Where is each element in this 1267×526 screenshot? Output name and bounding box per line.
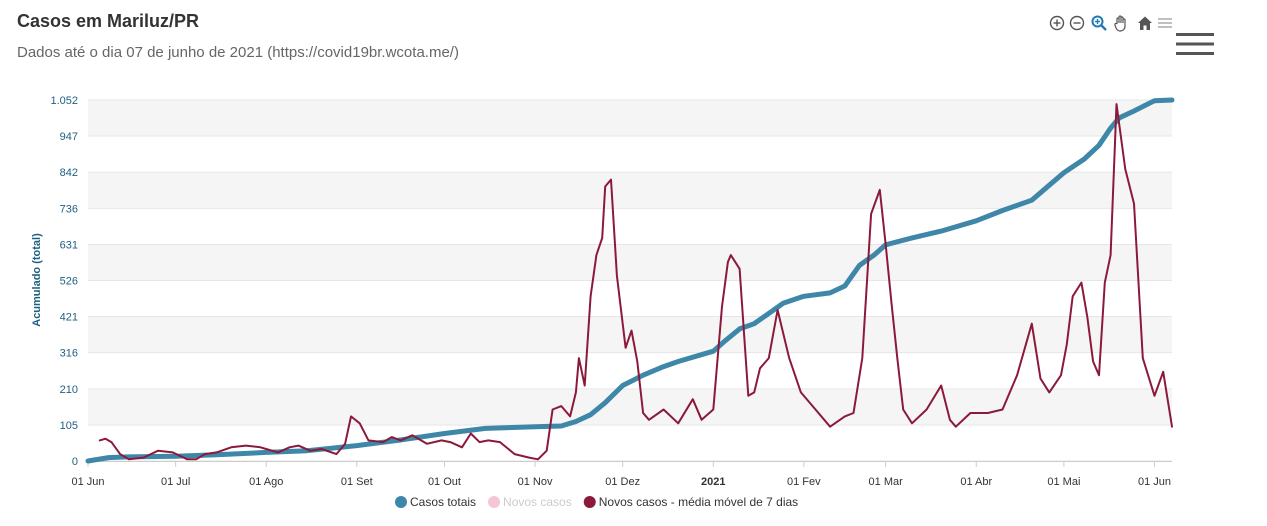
- legend: Casos totais Novos casos Novos casos - méd…: [395, 495, 798, 509]
- y-tick-label: 736: [60, 203, 78, 215]
- legend-item-casos-totais[interactable]: Casos totais: [395, 495, 476, 509]
- zoom-out-icon[interactable]: [1068, 14, 1086, 32]
- plot-band: [88, 388, 1172, 425]
- y-tick-label: 526: [60, 276, 78, 288]
- chart-title: Casos em Mariluz/PR: [17, 11, 200, 31]
- pan-icon[interactable]: [1112, 14, 1130, 32]
- chart-subtitle: Dados até o dia 07 de junho de 2021 (htt…: [17, 44, 459, 61]
- x-tick-label: 01 Dez: [605, 476, 640, 488]
- y-tick-label: 1.052: [50, 95, 78, 107]
- series-layer: [85, 97, 1175, 464]
- legend-marker: [488, 496, 501, 508]
- x-tick-label: 01 Jun: [1138, 476, 1171, 488]
- y-tick-label: 316: [60, 348, 78, 360]
- hamburger-menu-icon[interactable]: [1176, 31, 1214, 57]
- zoom-in-icon[interactable]: [1048, 14, 1066, 32]
- x-tick-label: 01 Jun: [71, 476, 104, 488]
- y-tick-label: 842: [60, 167, 78, 179]
- x-tick-label: 01 Fev: [787, 476, 821, 488]
- plot-band: [88, 172, 1172, 209]
- series-line-casos-totais[interactable]: [85, 97, 1175, 464]
- x-tick-label: 01 Set: [341, 476, 373, 488]
- y-tick-label: 105: [60, 420, 78, 432]
- plot-bands: [88, 100, 1172, 425]
- y-tick-label: 421: [60, 312, 78, 324]
- legend-label: Casos totais: [410, 495, 476, 509]
- legend-label: Novos casos: [503, 495, 572, 509]
- x-axis: 01 Jun 01 Jul 01 Ago 01 Set 01 Out 01 Nov 01 D…: [71, 461, 1172, 488]
- x-tick-label: 01 Ago: [249, 476, 283, 488]
- legend-marker: [583, 496, 596, 508]
- x-tick-label: 01 Nov: [518, 476, 553, 488]
- y-axis-label: Acumulado (total): [31, 233, 43, 327]
- x-tick-label: 01 Jul: [161, 476, 190, 488]
- plot-band: [88, 244, 1172, 281]
- legend-item-media-movel[interactable]: Novos casos - média móvel de 7 dias: [583, 495, 798, 509]
- y-tick-label: 631: [60, 239, 78, 251]
- menu-icon[interactable]: [1156, 14, 1174, 32]
- series-line-media-movel[interactable]: [98, 103, 1173, 461]
- y-axis: 0 105 210 316 421 526 631 736 842 947 1.052: [50, 95, 78, 468]
- y-tick-label: 0: [72, 456, 78, 468]
- x-tick-label: 01 Mai: [1047, 476, 1080, 488]
- home-icon[interactable]: [1136, 14, 1154, 32]
- zoom-icon[interactable]: [1090, 14, 1108, 32]
- plot-band: [88, 100, 1172, 137]
- legend-marker: [395, 496, 407, 508]
- y-tick-label: 210: [60, 384, 78, 396]
- x-tick-label: 2021: [701, 476, 725, 488]
- x-tick-label: 01 Out: [428, 476, 461, 488]
- x-tick-label: 01 Abr: [960, 476, 992, 488]
- legend-item-novos-casos[interactable]: Novos casos: [488, 495, 572, 509]
- x-tick-label: 01 Mar: [869, 476, 904, 488]
- legend-label: Novos casos - média móvel de 7 dias: [599, 495, 798, 509]
- y-tick-label: 947: [60, 131, 78, 143]
